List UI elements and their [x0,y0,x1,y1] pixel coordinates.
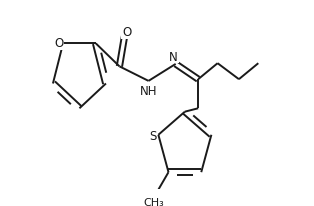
Text: O: O [122,26,131,39]
Text: NH: NH [140,84,158,97]
Text: O: O [54,37,63,50]
Text: N: N [169,50,178,63]
Text: S: S [149,129,157,142]
Text: CH₃: CH₃ [143,198,164,206]
